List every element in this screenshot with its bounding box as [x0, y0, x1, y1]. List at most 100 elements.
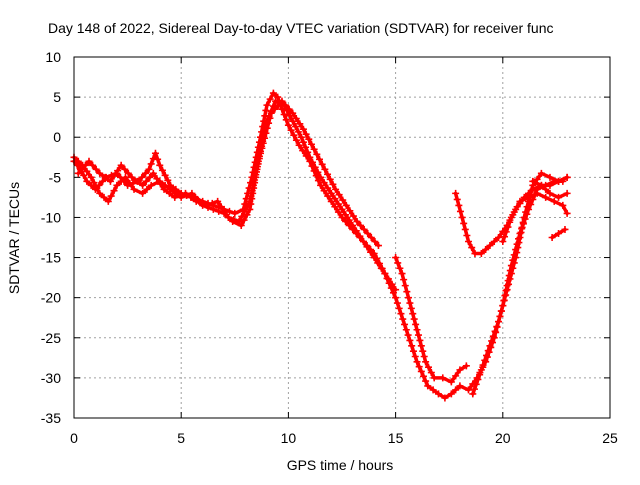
- data-point: [81, 161, 89, 169]
- data-point: [371, 238, 379, 246]
- data-point: [561, 225, 569, 233]
- data-point: [510, 259, 518, 267]
- data-point: [414, 331, 422, 339]
- data-point: [413, 358, 421, 366]
- data-point: [396, 264, 404, 272]
- data-point: [292, 123, 300, 131]
- data-point: [230, 215, 238, 223]
- chart-title: Day 148 of 2022, Sidereal Day-to-day VTE…: [48, 20, 554, 36]
- data-point: [104, 197, 112, 205]
- data-point: [469, 390, 477, 398]
- data-point: [235, 217, 243, 225]
- data-point: [272, 97, 280, 105]
- data-point: [367, 246, 375, 254]
- data-point: [464, 386, 472, 394]
- data-point: [513, 249, 521, 257]
- data-point: [434, 390, 442, 398]
- data-point: [400, 276, 408, 284]
- data-point: [550, 197, 558, 205]
- axis-layer: 0 5 10 15 20 25 -35 -30 -25 -20 -15 -10 -5 0 5 10: [41, 49, 618, 446]
- data-point: [181, 189, 189, 197]
- data-point: [419, 347, 427, 355]
- data-point: [106, 177, 114, 185]
- data-point: [546, 181, 554, 189]
- data-point: [247, 192, 255, 200]
- data-point: [519, 218, 527, 226]
- data-point: [349, 212, 357, 220]
- data-point: [464, 238, 472, 246]
- data-point: [419, 372, 427, 380]
- data-point: [525, 193, 533, 201]
- data-point: [502, 228, 510, 236]
- data-point: [499, 302, 507, 310]
- data-point: [331, 203, 339, 211]
- data-point: [555, 177, 563, 185]
- data-point: [254, 160, 262, 168]
- grid-layer: [74, 57, 610, 418]
- data-point: [99, 177, 107, 185]
- data-point: [338, 213, 346, 221]
- data-point: [393, 299, 401, 307]
- data-point: [373, 255, 381, 263]
- x-tick-label: 10: [281, 430, 297, 446]
- data-point: [447, 378, 455, 386]
- data-point: [237, 221, 245, 229]
- y-tick-label: -30: [41, 370, 61, 386]
- data-point: [401, 282, 409, 290]
- data-point: [290, 131, 298, 139]
- data-point: [384, 275, 392, 283]
- data-point: [491, 327, 499, 335]
- data-point: [509, 264, 517, 272]
- data-point: [427, 369, 435, 377]
- data-point: [289, 109, 297, 117]
- data-point: [563, 189, 571, 197]
- data-point: [452, 386, 460, 394]
- data-point: [149, 169, 157, 177]
- data-point: [187, 193, 195, 201]
- data-point: [321, 165, 329, 173]
- data-point: [214, 197, 222, 205]
- data-point: [515, 239, 523, 247]
- data-point: [402, 326, 410, 334]
- data-point: [546, 173, 554, 181]
- data-point: [251, 176, 259, 184]
- data-point: [171, 193, 179, 201]
- data-point: [407, 304, 415, 312]
- data-point: [89, 161, 97, 169]
- data-point: [406, 299, 414, 307]
- data-point: [353, 217, 361, 225]
- data-point: [517, 228, 525, 236]
- data-point: [332, 185, 340, 193]
- data-point: [327, 189, 335, 197]
- data-point: [307, 140, 315, 148]
- data-point: [394, 259, 402, 267]
- data-point: [430, 374, 438, 382]
- data-point: [479, 361, 487, 369]
- data-point: [412, 320, 420, 328]
- data-point: [280, 110, 288, 118]
- data-point: [249, 181, 257, 189]
- data-point: [352, 227, 360, 235]
- data-point: [392, 286, 400, 294]
- data-point: [192, 197, 200, 205]
- data-point: [299, 138, 307, 146]
- data-point: [461, 225, 469, 233]
- data-point: [304, 148, 312, 156]
- data-point: [96, 189, 104, 197]
- data-point: [151, 149, 159, 157]
- y-axis-label: SDTVAR / TECUs: [6, 182, 22, 294]
- data-point: [83, 167, 91, 175]
- data-point: [310, 145, 318, 153]
- x-tick-label: 25: [602, 430, 618, 446]
- data-point: [93, 184, 101, 192]
- data-point: [221, 208, 229, 216]
- data-point: [501, 233, 509, 241]
- data-point: [130, 185, 138, 193]
- data-point: [101, 173, 109, 181]
- data-point: [381, 270, 389, 278]
- data-point: [460, 219, 468, 227]
- data-point: [417, 367, 425, 375]
- data-point: [243, 202, 251, 210]
- data-point: [198, 199, 206, 207]
